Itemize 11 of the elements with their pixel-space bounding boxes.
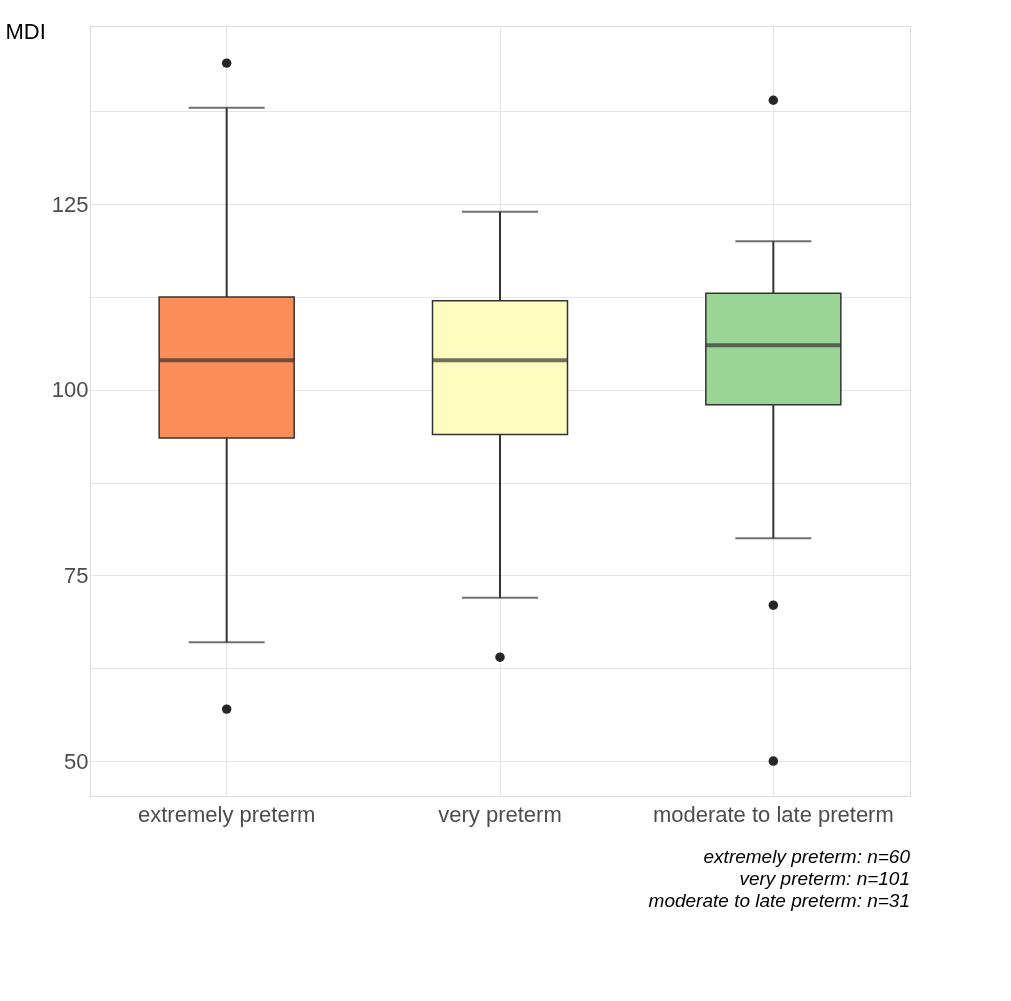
- text: very preterm: n=101: [739, 868, 910, 889]
- x-tick-label: moderate to late preterm: [652, 801, 894, 827]
- x-tick-label: very preterm: [438, 801, 562, 827]
- text: extremely preterm: n=60: [703, 846, 911, 867]
- y-axis-title: MDI: [5, 18, 46, 44]
- x-tick-label: extremely preterm: [138, 801, 316, 827]
- y-tick-label: 75: [64, 562, 89, 588]
- y-tick-label: 125: [51, 191, 89, 217]
- text: moderate to late preterm: n=31: [648, 890, 910, 911]
- y-tick-label: 100: [51, 377, 89, 403]
- y-tick-label: 50: [64, 748, 89, 774]
